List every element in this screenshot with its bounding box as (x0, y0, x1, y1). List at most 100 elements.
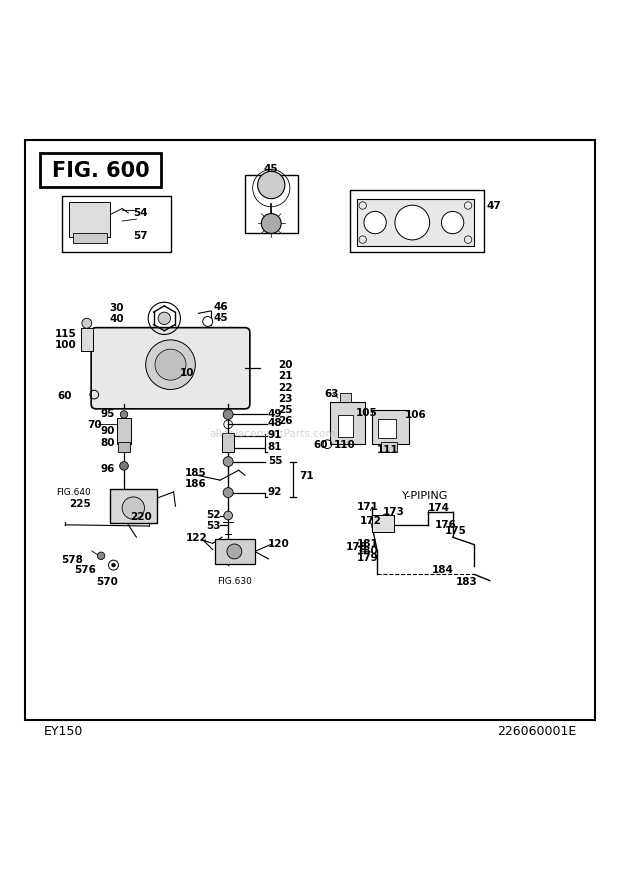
Bar (378, 420, 396, 438)
Text: 186: 186 (185, 478, 206, 488)
Circle shape (120, 462, 128, 471)
Text: 171: 171 (356, 502, 378, 511)
Circle shape (203, 317, 213, 327)
Circle shape (224, 511, 232, 520)
Bar (350, 191, 484, 253)
Text: 48: 48 (268, 418, 283, 428)
Circle shape (359, 237, 366, 244)
Circle shape (146, 340, 195, 390)
Circle shape (112, 564, 115, 567)
Bar (81, 328, 93, 352)
Circle shape (364, 212, 386, 234)
Text: 81: 81 (268, 441, 282, 452)
Bar (69, 203, 110, 238)
Bar (117, 418, 131, 445)
Circle shape (223, 488, 233, 498)
Text: 60: 60 (57, 390, 71, 400)
Bar (356, 200, 474, 246)
Text: 47: 47 (487, 201, 502, 211)
Text: 53: 53 (206, 520, 220, 531)
Text: 92: 92 (268, 486, 282, 496)
Circle shape (122, 497, 144, 520)
Text: 570: 570 (96, 576, 118, 586)
Text: 578: 578 (61, 554, 82, 564)
Text: 63: 63 (324, 389, 339, 399)
Text: 57: 57 (133, 231, 148, 240)
Text: 52: 52 (206, 509, 220, 519)
Circle shape (359, 203, 366, 210)
Circle shape (97, 553, 105, 560)
Text: 80: 80 (100, 438, 115, 447)
Text: FIG.630: FIG.630 (217, 576, 252, 586)
Text: 110: 110 (334, 439, 355, 450)
Text: 71: 71 (299, 471, 314, 481)
Text: 122: 122 (186, 532, 208, 543)
Text: 106: 106 (405, 410, 427, 420)
Text: FIG. 600: FIG. 600 (52, 160, 149, 181)
Bar (340, 393, 351, 403)
Text: 45: 45 (264, 164, 278, 175)
Text: 10: 10 (180, 367, 194, 377)
Text: 25: 25 (278, 404, 292, 415)
Bar (330, 403, 365, 445)
Bar (215, 539, 255, 564)
Circle shape (441, 212, 464, 234)
Text: 105: 105 (356, 408, 378, 417)
Text: 220: 220 (130, 511, 152, 521)
Text: 576: 576 (74, 565, 96, 574)
Circle shape (464, 203, 472, 210)
Bar (40, 153, 161, 188)
Bar (245, 175, 298, 234)
Text: 181: 181 (357, 538, 379, 549)
Text: 22: 22 (278, 382, 292, 392)
Text: 173: 173 (383, 507, 405, 517)
Text: 23: 23 (278, 393, 292, 403)
Bar (381, 443, 397, 453)
Bar (372, 410, 409, 445)
Circle shape (223, 457, 233, 467)
Text: 183: 183 (456, 576, 477, 586)
Circle shape (223, 410, 233, 420)
Circle shape (261, 214, 281, 234)
Circle shape (155, 350, 186, 381)
Text: 26: 26 (278, 416, 292, 425)
Text: 30: 30 (109, 303, 123, 312)
Text: 174: 174 (428, 503, 450, 513)
Text: 179: 179 (357, 553, 379, 562)
Text: 175: 175 (445, 525, 467, 535)
Bar (62, 197, 170, 253)
Circle shape (258, 172, 285, 199)
Bar (118, 443, 130, 453)
Text: 120: 120 (268, 538, 290, 549)
Bar (73, 234, 107, 244)
Text: 91: 91 (268, 429, 282, 439)
Text: aReplacementParts.com: aReplacementParts.com (210, 429, 336, 438)
Text: 180: 180 (357, 545, 379, 555)
Text: 49: 49 (268, 408, 282, 418)
Text: 111: 111 (377, 444, 399, 454)
Text: 40: 40 (109, 313, 124, 324)
Text: 95: 95 (100, 409, 115, 418)
Bar (222, 433, 234, 453)
Bar (110, 489, 157, 524)
Text: 96: 96 (100, 463, 115, 474)
Text: 70: 70 (87, 419, 102, 429)
Text: 184: 184 (432, 565, 453, 574)
Text: 90: 90 (100, 425, 115, 436)
Text: EY150: EY150 (43, 724, 83, 738)
Text: 60: 60 (314, 439, 328, 450)
Text: 55: 55 (268, 455, 282, 465)
Text: 54: 54 (133, 208, 148, 217)
Text: 226060001E: 226060001E (497, 724, 577, 738)
Circle shape (395, 206, 430, 240)
FancyBboxPatch shape (91, 328, 250, 410)
Text: 172: 172 (360, 516, 382, 525)
Bar (338, 416, 353, 438)
Text: 225: 225 (69, 498, 91, 509)
Bar (372, 516, 394, 532)
Text: 178: 178 (346, 542, 368, 552)
Text: 100: 100 (55, 339, 76, 349)
Circle shape (82, 319, 92, 329)
Text: Y-PIPING: Y-PIPING (402, 490, 448, 501)
Text: 20: 20 (278, 360, 292, 370)
